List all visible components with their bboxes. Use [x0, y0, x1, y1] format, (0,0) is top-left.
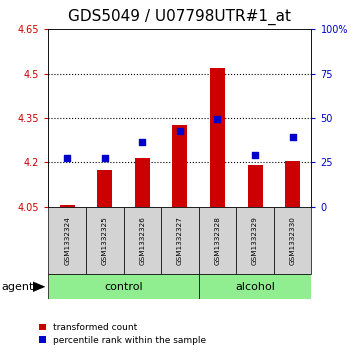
Bar [48, 274, 199, 299]
Point [64, 155, 70, 161]
Bar [86, 207, 124, 274]
Legend: transformed count, percentile rank within the sample: transformed count, percentile rank withi… [39, 323, 207, 345]
Bar [59, 205, 75, 207]
Bar [199, 274, 311, 299]
Bar [161, 207, 199, 274]
Point [290, 134, 295, 140]
Text: agent: agent [2, 282, 34, 292]
Bar [236, 207, 274, 274]
Text: GDS5049 / U07798UTR#1_at: GDS5049 / U07798UTR#1_at [68, 9, 290, 25]
Bar [248, 166, 263, 207]
Bar [210, 68, 225, 207]
Text: GSM1332327: GSM1332327 [177, 216, 183, 265]
Text: GSM1332330: GSM1332330 [290, 216, 296, 265]
Point [214, 117, 220, 122]
Text: GSM1332325: GSM1332325 [102, 216, 108, 265]
Bar [48, 207, 86, 274]
Bar [274, 207, 311, 274]
Bar [135, 158, 150, 207]
Point [252, 152, 258, 158]
Point [140, 139, 145, 144]
Point [177, 129, 183, 134]
Text: GSM1332326: GSM1332326 [139, 216, 145, 265]
Bar [285, 161, 300, 207]
Text: GSM1332329: GSM1332329 [252, 216, 258, 265]
Point [102, 155, 108, 161]
Text: GSM1332324: GSM1332324 [64, 216, 70, 265]
Text: alcohol: alcohol [235, 282, 275, 292]
Bar [173, 125, 188, 207]
Text: GSM1332328: GSM1332328 [214, 216, 221, 265]
Bar [97, 170, 112, 207]
Polygon shape [33, 282, 45, 292]
Bar [124, 207, 161, 274]
Text: control: control [104, 282, 143, 292]
Bar [199, 207, 236, 274]
